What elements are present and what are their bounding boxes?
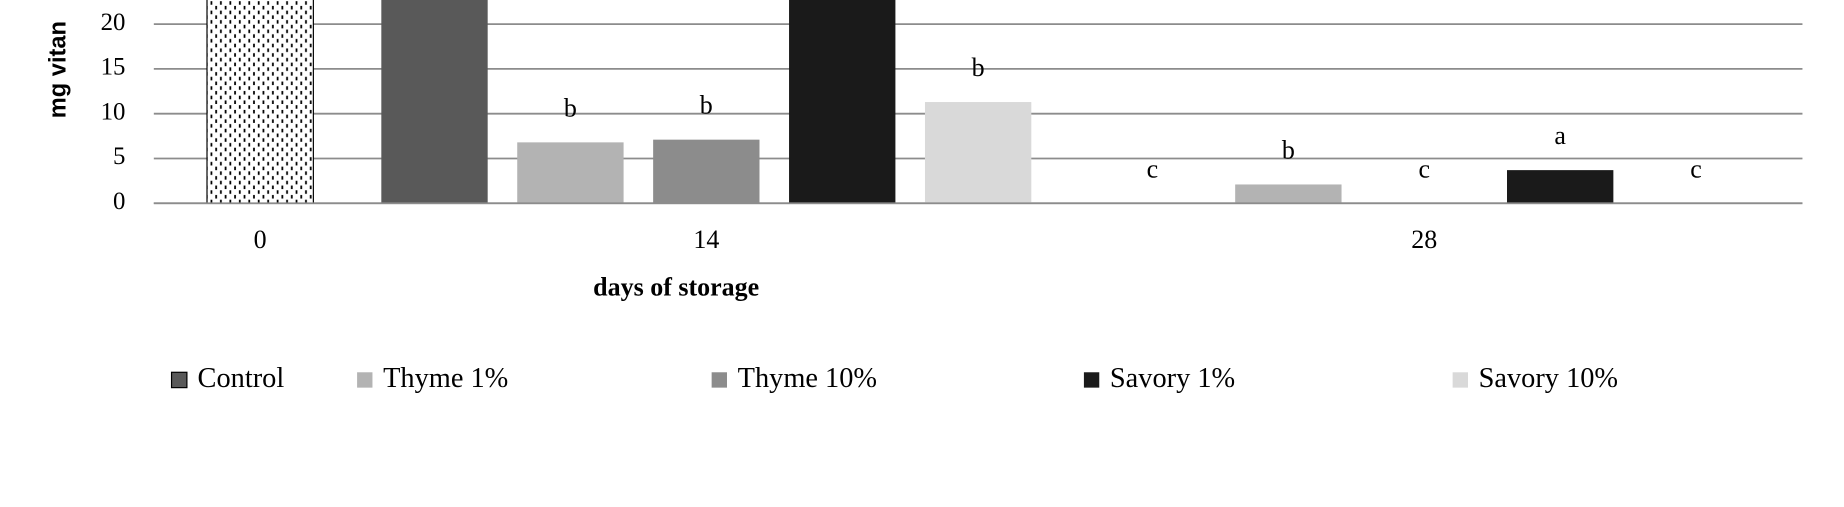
legend-swatch xyxy=(711,372,727,388)
significance-letter: c xyxy=(1418,154,1430,183)
legend-label: Savory 10% xyxy=(1479,363,1618,394)
y-tick-label: 10 xyxy=(101,98,126,125)
legend-label: Control xyxy=(198,363,285,394)
legend-label: Thyme 1% xyxy=(383,363,508,394)
legend-swatch xyxy=(357,372,373,388)
legend-swatch xyxy=(170,371,188,389)
x-tick-label: 14 xyxy=(693,225,719,254)
legend-swatch xyxy=(1452,372,1468,388)
significance-letter: c xyxy=(1690,154,1702,183)
significance-letter: b xyxy=(700,91,713,120)
y-tick-label: 15 xyxy=(101,54,126,81)
bar xyxy=(381,0,488,204)
bar xyxy=(1507,170,1614,204)
bar xyxy=(206,0,314,204)
legend-swatch xyxy=(1083,372,1100,388)
y-axis-title: mg vitan xyxy=(46,21,72,118)
significance-letter: a xyxy=(1554,121,1566,150)
x-tick-label: 0 xyxy=(254,225,267,254)
x-tick-label: 28 xyxy=(1411,225,1437,254)
bar xyxy=(653,139,760,204)
bar xyxy=(517,142,624,204)
x-axis-title: days of storage xyxy=(593,273,759,302)
legend-label: Savory 1% xyxy=(1110,363,1235,394)
significance-letter: b xyxy=(1282,136,1295,165)
significance-letter: c xyxy=(1147,154,1159,183)
legend-label: Thyme 10% xyxy=(738,363,877,394)
bar xyxy=(924,102,1032,204)
y-tick-label: 20 xyxy=(101,9,126,36)
bar xyxy=(789,0,896,204)
significance-letter: b xyxy=(564,93,577,122)
significance-letter: b xyxy=(972,53,985,82)
y-tick-label: 0 xyxy=(113,188,125,215)
bar xyxy=(1235,184,1342,204)
y-tick-label: 5 xyxy=(113,143,125,170)
